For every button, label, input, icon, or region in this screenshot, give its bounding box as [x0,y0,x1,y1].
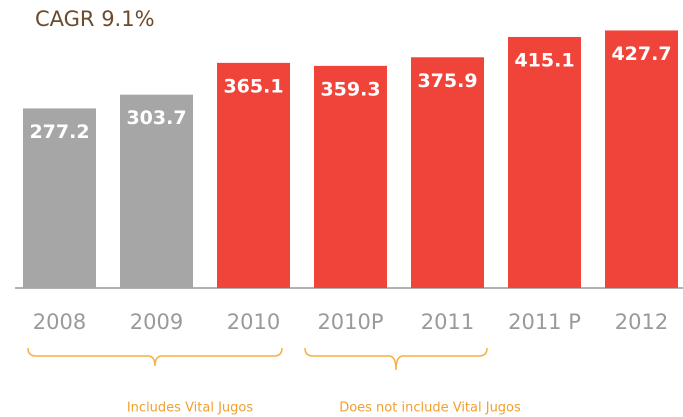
chart-title: CAGR 9.1% [35,7,155,31]
bar [411,57,484,288]
bar [314,65,387,288]
value-label: 427.7 [611,43,671,65]
bracket [27,347,283,367]
annotation: Does not include Vital Jugos [339,401,521,416]
value-label: 375.9 [417,70,477,92]
x-tick-label: 2011 P [508,310,581,334]
x-tick-label: 2011 [421,310,474,334]
bar [605,30,678,288]
bracket [304,347,488,371]
x-tick-label: 2008 [33,310,86,334]
value-label: 415.1 [514,49,574,71]
bar [23,108,96,288]
x-tick-label: 2010 [227,310,280,334]
value-label: 365.1 [223,75,283,97]
bar [217,62,290,288]
bar [120,94,193,288]
x-tick-label: 2009 [130,310,183,334]
value-label: 359.3 [320,78,380,100]
value-label: 303.7 [126,107,186,129]
annotation: Includes Vital Jugos [127,401,254,416]
bar [508,36,581,289]
x-tick-label: 2010P [317,310,383,334]
value-label: 277.2 [29,121,89,143]
x-tick-label: 2012 [615,310,668,334]
